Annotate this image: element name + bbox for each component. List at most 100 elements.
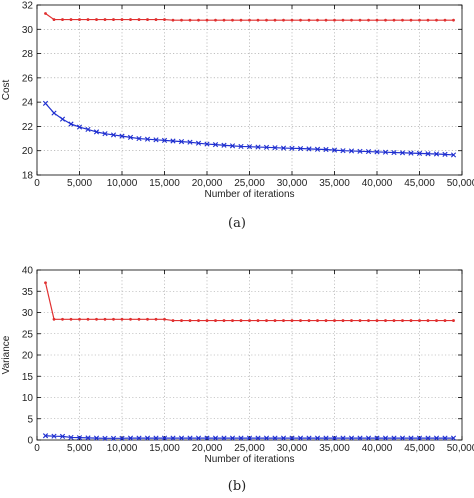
data-point bbox=[187, 435, 193, 441]
data-point bbox=[129, 18, 132, 21]
data-point bbox=[416, 150, 423, 156]
data-point bbox=[61, 317, 64, 321]
data-point bbox=[170, 435, 176, 441]
data-point bbox=[450, 435, 457, 441]
data-point bbox=[127, 134, 134, 140]
data-point bbox=[110, 435, 117, 441]
data-point bbox=[340, 435, 346, 441]
data-point bbox=[340, 148, 346, 154]
y-tick-label: 40 bbox=[22, 266, 34, 277]
data-point bbox=[59, 433, 66, 439]
data-point bbox=[375, 319, 379, 322]
data-point bbox=[392, 319, 396, 322]
data-point bbox=[306, 146, 312, 152]
x-tick-label: 5,000 bbox=[67, 178, 92, 189]
data-point bbox=[129, 317, 132, 321]
data-point bbox=[392, 18, 396, 22]
y-tick-label: 30 bbox=[22, 25, 34, 36]
data-point bbox=[331, 435, 338, 441]
data-point bbox=[214, 18, 217, 22]
data-point bbox=[282, 319, 285, 322]
data-point bbox=[231, 319, 234, 322]
data-point bbox=[418, 319, 421, 322]
data-point bbox=[180, 18, 183, 22]
x-tick-label: 10,000 bbox=[107, 178, 138, 189]
data-point bbox=[93, 129, 100, 135]
data-point bbox=[248, 18, 251, 22]
data-point bbox=[119, 133, 125, 139]
data-point bbox=[348, 435, 355, 441]
data-point bbox=[382, 435, 389, 441]
series-blue-x bbox=[42, 100, 457, 158]
data-point bbox=[178, 435, 185, 441]
data-point bbox=[256, 18, 260, 22]
data-point bbox=[197, 18, 200, 22]
x-tick-label: 40,000 bbox=[362, 178, 393, 189]
data-point bbox=[442, 151, 448, 157]
y-tick-label: 25 bbox=[22, 329, 34, 340]
data-point bbox=[161, 137, 168, 143]
data-point bbox=[391, 435, 397, 441]
data-point bbox=[290, 319, 294, 322]
data-point bbox=[425, 435, 431, 441]
data-point bbox=[324, 319, 328, 322]
data-point bbox=[195, 435, 202, 441]
data-point bbox=[365, 435, 372, 441]
data-point bbox=[195, 140, 202, 146]
data-point bbox=[323, 146, 329, 153]
data-point bbox=[78, 18, 81, 21]
data-point bbox=[171, 319, 175, 322]
data-point bbox=[178, 139, 185, 145]
data-point bbox=[144, 136, 151, 142]
x-tick-label: 5,000 bbox=[67, 443, 92, 454]
data-point bbox=[255, 435, 261, 441]
data-point bbox=[197, 319, 200, 322]
data-point bbox=[282, 18, 285, 22]
data-point bbox=[443, 18, 447, 22]
data-point bbox=[331, 147, 338, 153]
data-point bbox=[409, 18, 413, 22]
data-point bbox=[52, 317, 56, 321]
data-point bbox=[426, 319, 430, 322]
data-point bbox=[350, 319, 353, 322]
data-point bbox=[51, 433, 57, 439]
data-point bbox=[239, 18, 243, 22]
data-point bbox=[384, 18, 387, 22]
y-tick-label: 32 bbox=[22, 1, 34, 12]
data-point bbox=[452, 319, 455, 322]
chart-caption: (b) bbox=[228, 479, 246, 494]
data-point bbox=[272, 145, 278, 151]
data-point bbox=[154, 317, 158, 321]
y-tick-label: 30 bbox=[22, 308, 34, 319]
data-point bbox=[333, 319, 336, 322]
data-point bbox=[110, 132, 117, 138]
y-tick-label: 18 bbox=[22, 171, 34, 182]
data-point bbox=[418, 18, 421, 22]
data-point bbox=[95, 317, 98, 321]
data-point bbox=[68, 121, 74, 127]
x-tick-label: 35,000 bbox=[319, 443, 350, 454]
x-tick-label: 0 bbox=[34, 443, 40, 454]
data-point bbox=[212, 435, 219, 441]
series-red-dot bbox=[44, 12, 455, 22]
data-point bbox=[265, 319, 268, 322]
data-point bbox=[408, 435, 414, 441]
data-point bbox=[358, 18, 362, 22]
data-point bbox=[59, 116, 66, 122]
data-point bbox=[112, 317, 115, 321]
data-point bbox=[433, 151, 440, 157]
data-point bbox=[120, 317, 124, 321]
data-point bbox=[299, 319, 302, 322]
data-point bbox=[450, 152, 457, 158]
x-tick-label: 0 bbox=[34, 178, 40, 189]
x-tick-label: 40,000 bbox=[362, 443, 393, 454]
x-tick-label: 30,000 bbox=[277, 178, 308, 189]
data-point bbox=[452, 18, 455, 22]
data-point bbox=[69, 18, 73, 21]
data-point bbox=[435, 319, 438, 322]
data-point bbox=[180, 319, 183, 322]
data-point bbox=[265, 18, 268, 22]
x-tick-label: 45,000 bbox=[404, 178, 435, 189]
data-point bbox=[137, 317, 141, 321]
data-point bbox=[153, 435, 159, 441]
